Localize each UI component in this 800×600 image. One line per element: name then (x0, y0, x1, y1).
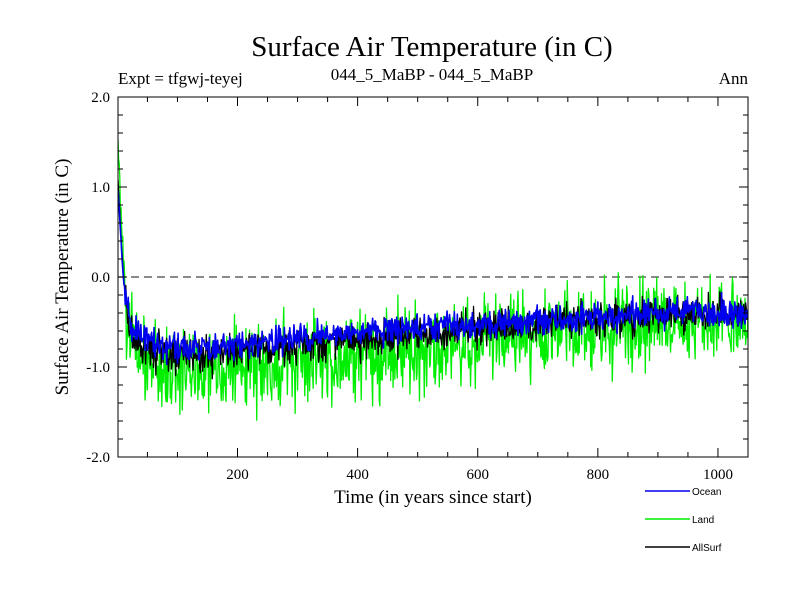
y-axis-label: Surface Air Temperature (in C) (52, 159, 73, 396)
experiment-label: Expt = tfgwj-teyej (118, 69, 243, 88)
y-tick-label: 0.0 (91, 270, 110, 286)
y-tick-label: 2.0 (91, 90, 110, 106)
x-tick-label: 200 (226, 467, 249, 483)
plot-area (118, 139, 748, 421)
legend-label-land: Land (692, 515, 714, 526)
run-comparison-label: 044_5_MaBP - 044_5_MaBP (331, 65, 533, 84)
legend: Ocean Land AllSurf (645, 487, 722, 554)
y-tick-label: 1.0 (91, 180, 110, 196)
x-tick-label: 400 (346, 467, 369, 483)
legend-label-ocean: Ocean (692, 487, 721, 498)
chart-title: Surface Air Temperature (in C) (251, 31, 612, 63)
legend-label-allsurf: AllSurf (692, 543, 722, 554)
x-tick-label: 1000 (703, 467, 733, 483)
x-tick-label: 800 (587, 467, 610, 483)
y-tick-label: -2.0 (86, 450, 110, 466)
y-axis: -2.0 -1.0 0.0 1.0 2.0 (86, 90, 748, 466)
y-tick-label: -1.0 (86, 360, 110, 376)
series-line-ocean (118, 189, 748, 366)
x-tick-label: 600 (466, 467, 489, 483)
x-axis: 200 400 600 800 1000 (146, 97, 733, 483)
season-label: Ann (719, 69, 749, 88)
x-axis-label: Time (in years since start) (334, 487, 532, 508)
